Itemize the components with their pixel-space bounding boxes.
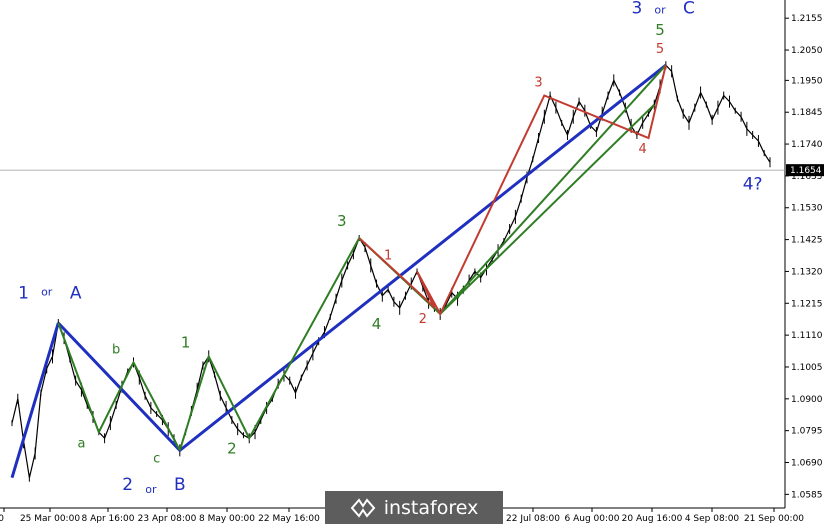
y-tick-label: 1.0900 [791, 395, 823, 405]
x-tick-label: 23 Apr 08:00 [138, 514, 197, 524]
wave-lines [10, 64, 667, 479]
wave-line-1 [10, 322, 60, 479]
wave-label: a [77, 436, 85, 451]
y-tick-label: 1.0585 [791, 490, 823, 500]
wave-label: 2 [419, 312, 427, 327]
x-tick-label: 20 Aug 16:00 [622, 514, 683, 524]
y-tick-label: 1.0690 [791, 459, 823, 469]
y-tick-label: 1.1425 [791, 236, 823, 246]
wave-label: 4 [639, 142, 647, 157]
axis-lines [0, 0, 786, 509]
wave-label: 1 [384, 248, 392, 263]
x-tick-label: 22 May 16:00 [258, 514, 320, 524]
wave-label: 5 [655, 21, 665, 39]
wave-line-5 [358, 64, 667, 317]
wave-label: b [112, 342, 120, 357]
y-tick-label: 1.1215 [791, 299, 823, 309]
y-tick-label: 1.1635 [791, 172, 823, 182]
x-tick-label: 21 Sep 00:00 [744, 514, 804, 524]
wave-label: 4? [743, 175, 763, 195]
price-flag-label: 1.1654 [790, 166, 822, 176]
wave-label: 1 [18, 284, 29, 304]
x-tick-label: 8:00 [0, 514, 4, 524]
y-tick-label: 1.1530 [791, 204, 823, 214]
y-tick-label: 1.2155 [791, 14, 823, 24]
wave-label: 2 [227, 439, 237, 457]
wave-label: 2 [122, 475, 133, 495]
y-tick-label: 1.2050 [791, 46, 823, 56]
watermark-text: instaforex [383, 496, 479, 519]
y-tick-label: 1.1950 [791, 76, 823, 86]
wave-label: B [174, 475, 186, 495]
wave-label: 1 [181, 333, 191, 351]
wave-label: 3 [632, 0, 643, 19]
wave-line-3 [178, 64, 667, 451]
wave-label: 3 [337, 212, 347, 230]
price-flag-box [786, 164, 824, 177]
instaforex-logo-icon [350, 497, 376, 518]
watermark-banner: instaforex [325, 491, 503, 524]
wave-label: 4 [372, 315, 382, 333]
y-tick-label: 1.1320 [791, 267, 823, 277]
wave-label: 5 [656, 42, 664, 57]
wave-label: 3 [534, 75, 542, 90]
wave-line-4 [439, 103, 655, 315]
wave-label: A [70, 284, 82, 304]
wave-label: or [41, 286, 53, 299]
x-tick-label: 6 Aug 00:00 [565, 514, 620, 524]
x-tick-label: 8 Apr 16:00 [82, 514, 135, 524]
y-tick-label: 1.1005 [791, 363, 823, 373]
y-tick-label: 1.0795 [791, 427, 823, 437]
y-tick-label: 1.1740 [791, 140, 823, 150]
price-line [11, 64, 771, 478]
current-price-flag: 1.1654 [786, 164, 824, 177]
y-tick-label: 1.1845 [791, 108, 823, 118]
x-tick-label: 4 Sep 08:00 [685, 514, 740, 524]
x-tick-label: 22 Jul 08:00 [506, 514, 560, 524]
y-axis-ticks: 1.2155 1.2050 1.1950 1.1845 1.1740 1.1635 1.15… [785, 14, 823, 500]
wave-line-2 [57, 322, 181, 451]
wave-label: or [145, 483, 157, 496]
wave-label: or [654, 4, 666, 17]
wave-label: C [683, 0, 695, 19]
x-tick-label: 25 Mar 00:00 [20, 514, 80, 524]
wave-label: c [153, 452, 160, 467]
x-tick-label: 8 May 00:00 [199, 514, 255, 524]
y-tick-label: 1.1110 [791, 331, 823, 341]
price-series [11, 61, 771, 482]
